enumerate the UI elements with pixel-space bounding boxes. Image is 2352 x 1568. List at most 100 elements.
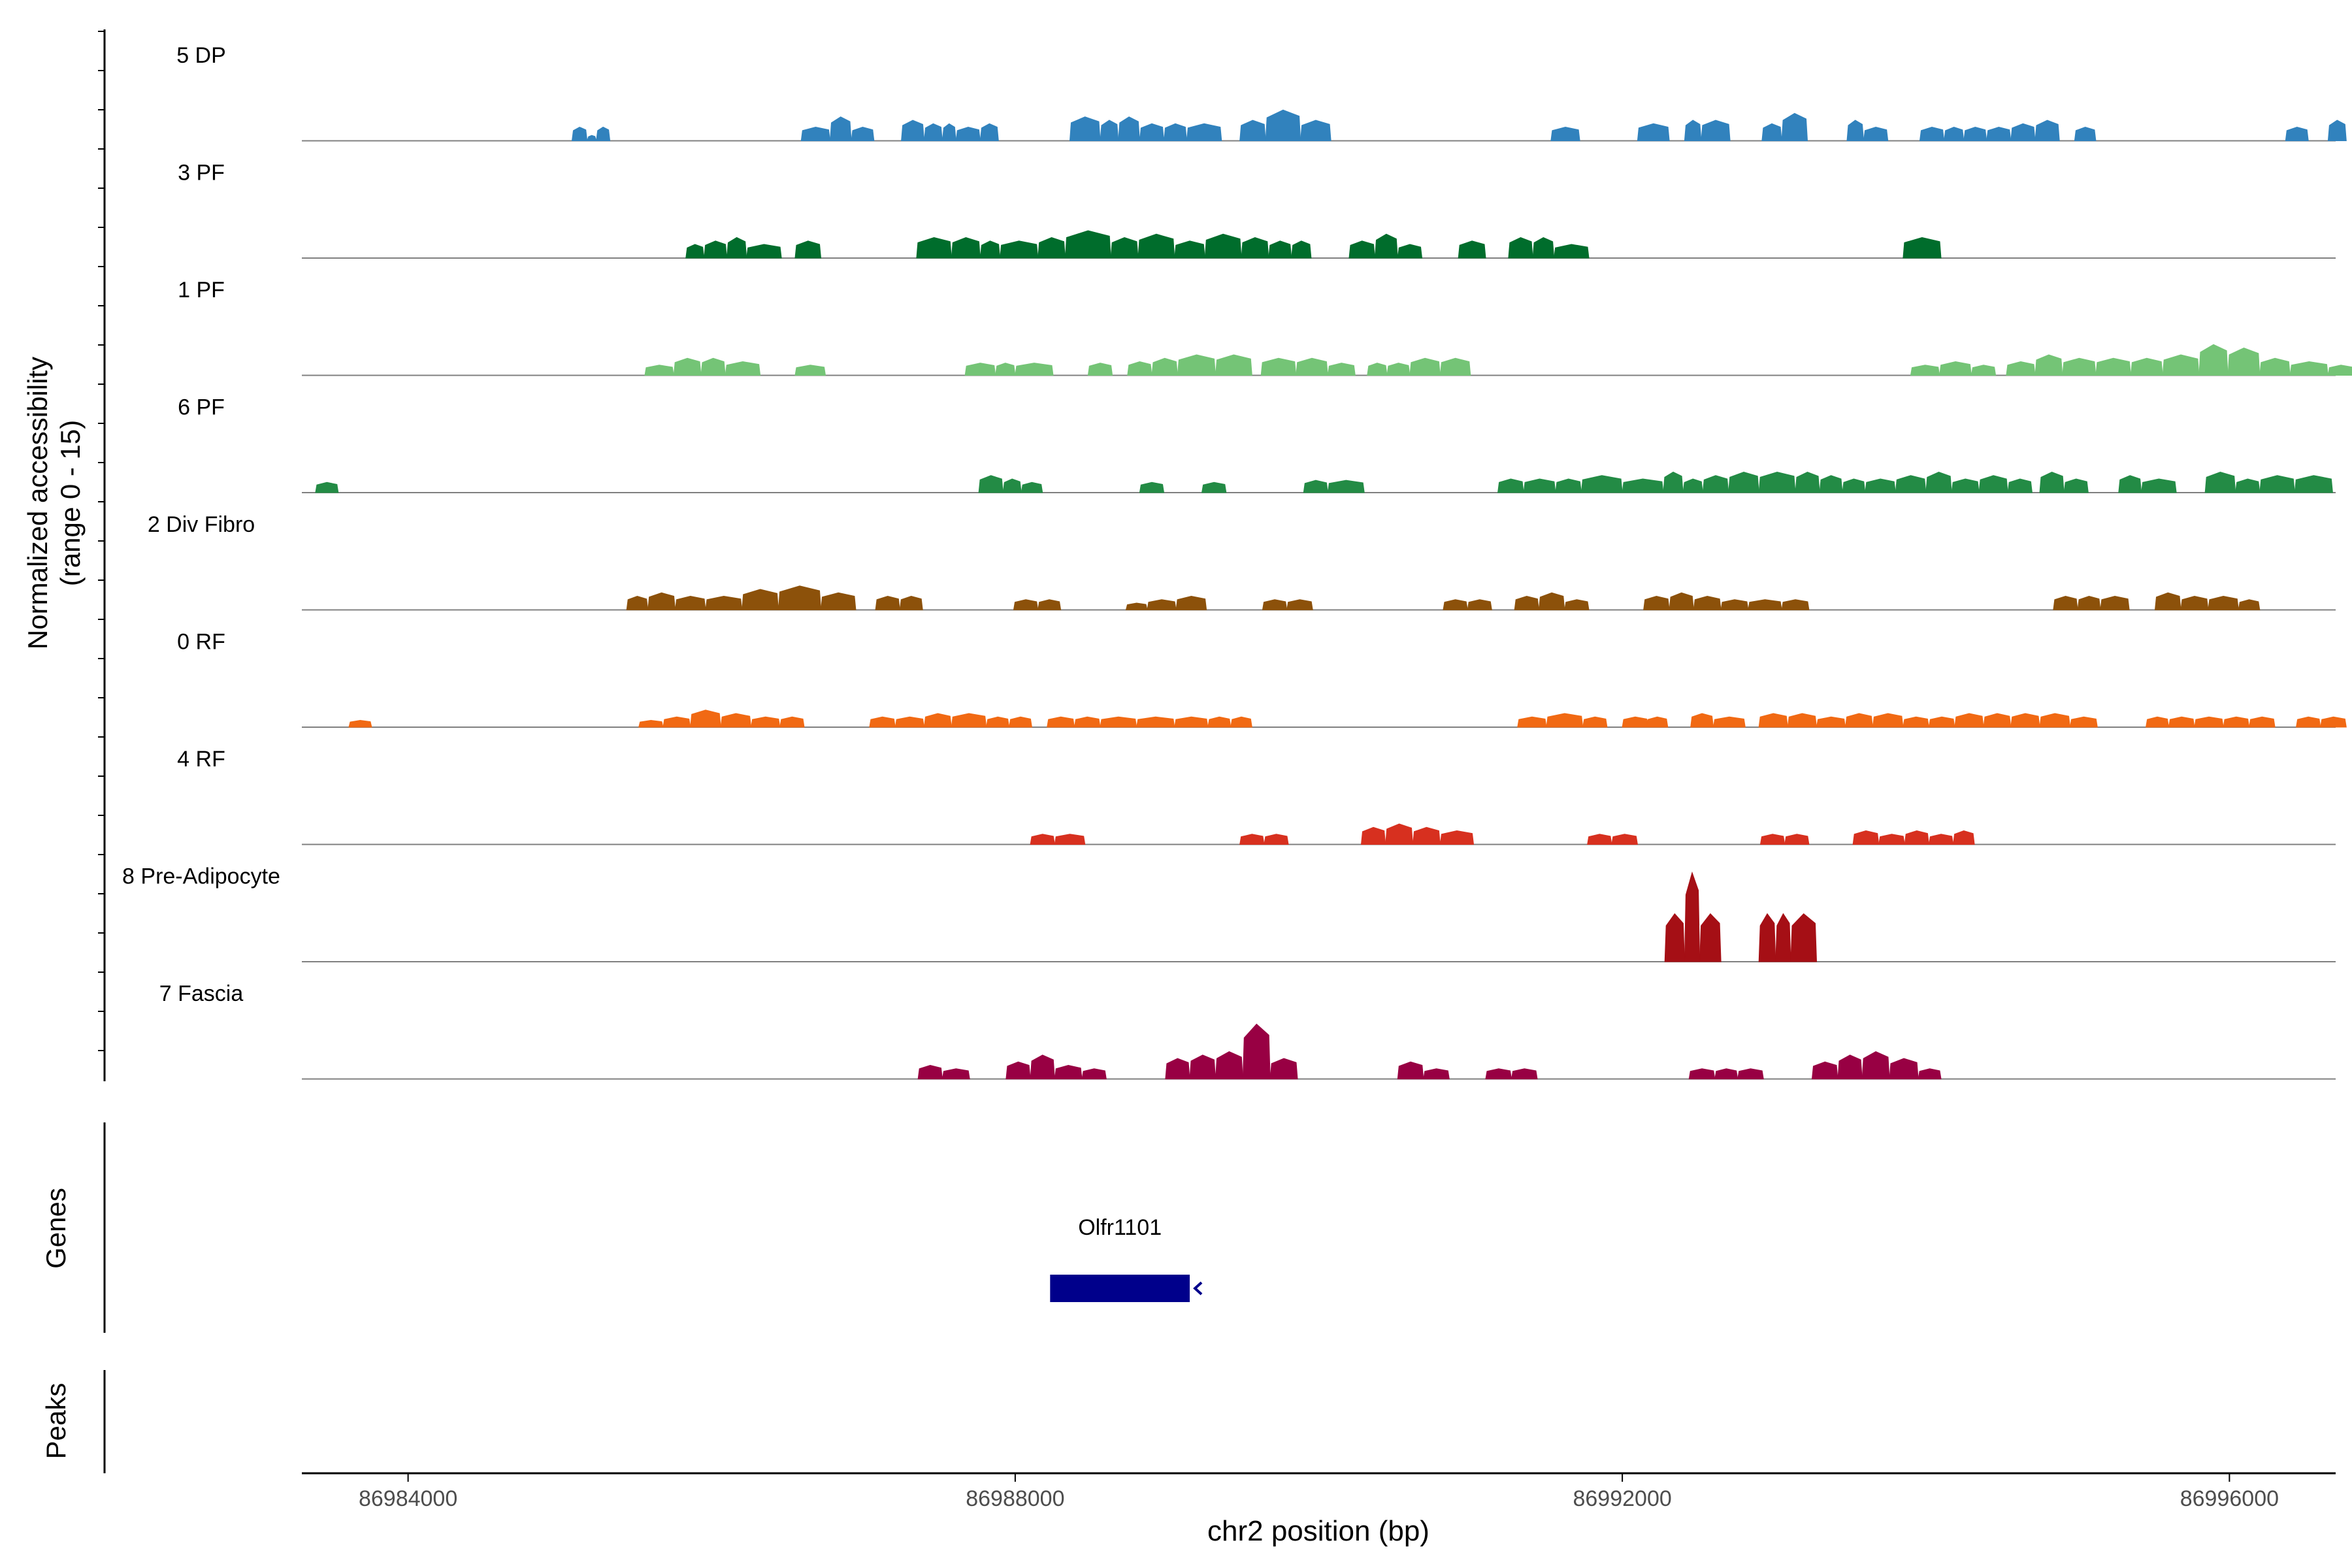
- coverage-peak-2-div-fibro: [1781, 599, 1810, 610]
- coverage-peak-1-pf: [2162, 354, 2200, 376]
- coverage-peak-0-rf: [1983, 713, 2012, 728]
- coverage-peak-5-dp: [1701, 120, 1731, 141]
- coverage-peak-1-pf: [2198, 344, 2229, 376]
- coverage-peak-7-fascia: [941, 1068, 970, 1079]
- coverage-peak-5-dp: [800, 126, 831, 141]
- coverage-peak-2-div-fibro: [2077, 595, 2101, 610]
- coverage-peak-1-pf: [644, 365, 674, 376]
- genes-track-label: Genes: [41, 1188, 71, 1269]
- coverage-peak-2-div-fibro: [742, 589, 779, 610]
- coverage-peak-6-pf: [978, 475, 1004, 493]
- coverage-peak-6-pf: [1978, 475, 2008, 493]
- coverage-peak-0-rf: [1207, 716, 1232, 728]
- coverage-peak-5-dp: [1963, 126, 1987, 141]
- coverage-peak-1-pf: [1939, 361, 1972, 376]
- coverage-peak-1-pf: [1910, 365, 1940, 376]
- coverage-peak-0-rf: [779, 716, 805, 728]
- coverage-peak-6-pf: [1622, 478, 1664, 493]
- track-label-4-rf: 4 RF: [177, 747, 225, 772]
- coverage-peak-4-rf: [1759, 834, 1786, 845]
- coverage-peak-3-pf: [916, 237, 952, 259]
- coverage-peak-5-dp: [979, 123, 999, 141]
- coverage-peak-1-pf: [2095, 357, 2131, 376]
- coverage-peak-7-fascia: [1030, 1054, 1055, 1079]
- coverage-peak-1-pf: [1386, 363, 1411, 376]
- coverage-peak-6-pf: [1795, 471, 1820, 493]
- coverage-peak-6-pf: [2118, 475, 2142, 493]
- coverage-peak-6-pf: [1682, 478, 1703, 493]
- coverage-peak-0-rf: [1845, 713, 1873, 728]
- coverage-peak-5-dp: [1781, 112, 1808, 141]
- coverage-peak-0-rf: [1787, 713, 1818, 728]
- coverage-peak-5-dp: [923, 123, 943, 141]
- coverage-peak-7-fascia: [1165, 1058, 1190, 1079]
- coverage-peak-2-div-fibro: [1125, 602, 1148, 610]
- coverage-peak-6-pf: [1663, 471, 1684, 493]
- coverage-peak-4-rf: [1611, 834, 1638, 845]
- coverage-peak-8-pre-adipocyte: [1790, 913, 1818, 962]
- track-label-8-pre-adipocyte: 8 Pre-Adipocyte: [122, 864, 280, 889]
- coverage-peak-0-rf: [2069, 716, 2098, 728]
- coverage-peak-1-pf: [2259, 357, 2291, 376]
- coverage-peak-0-rf: [1047, 716, 1075, 728]
- coverage-peak-7-fascia: [1918, 1068, 1942, 1079]
- coverage-peak-3-pf: [1268, 240, 1292, 259]
- coverage-peak-3-pf: [1374, 233, 1398, 259]
- coverage-peak-1-pf: [1439, 357, 1471, 376]
- coverage-peak-2-div-fibro: [705, 595, 743, 610]
- coverage-peak-0-rf: [1136, 716, 1175, 728]
- coverage-peak-0-rf: [2320, 716, 2347, 728]
- coverage-peak-5-dp: [829, 116, 852, 141]
- coverage-peak-0-rf: [2168, 716, 2195, 728]
- coverage-peak-6-pf: [1303, 480, 1328, 493]
- coverage-peak-0-rf: [1546, 713, 1584, 728]
- coverage-peak-7-fascia: [1811, 1061, 1838, 1079]
- coverage-peak-0-rf: [869, 716, 896, 728]
- coverage-peak-3-pf: [1458, 240, 1486, 259]
- coverage-peak-6-pf: [2063, 478, 2089, 493]
- coverage-peak-3-pf: [1291, 240, 1312, 259]
- coverage-peak-5-dp: [1986, 126, 2012, 141]
- coverage-peak-0-rf: [1174, 716, 1209, 728]
- coverage-peak-5-dp: [1919, 126, 1945, 141]
- coverage-peak-2-div-fibro: [1564, 599, 1590, 610]
- coverage-peak-6-pf: [1865, 478, 1896, 493]
- coverage-peak-3-pf: [1397, 244, 1423, 259]
- coverage-peak-7-fascia: [1005, 1061, 1031, 1079]
- coverage-peak-7-fascia: [1189, 1054, 1217, 1079]
- coverage-peak-0-rf: [1954, 713, 1984, 728]
- coverage-peak-2-div-fibro: [1175, 595, 1207, 610]
- gene-body: [1050, 1275, 1190, 1302]
- coverage-peak-5-dp: [1239, 120, 1266, 141]
- coverage-peak-0-rf: [1816, 716, 1846, 728]
- coverage-y-axis-ticks: [98, 31, 105, 1051]
- coverage-peak-7-fascia: [1714, 1068, 1739, 1079]
- coverage-peak-1-pf: [794, 365, 826, 376]
- coverage-peak-0-rf: [662, 716, 691, 728]
- coverage-peak-7-fascia: [1485, 1068, 1512, 1079]
- coverage-peak-2-div-fibro: [1538, 592, 1565, 610]
- track-label-6-pf: 6 PF: [178, 395, 225, 420]
- coverage-peak-7-fascia: [1242, 1023, 1271, 1079]
- coverage-peak-0-rf: [2039, 713, 2071, 728]
- coverage-peak-2-div-fibro: [2238, 599, 2261, 610]
- coverage-peak-3-pf: [1903, 237, 1942, 259]
- coverage-peak-5-dp: [596, 126, 611, 141]
- coverage-peak-4-rf: [1412, 826, 1441, 845]
- coverage-peak-2-div-fibro: [2154, 592, 2181, 610]
- coverage-peak-7-fascia: [1889, 1058, 1919, 1079]
- coverage-peak-4-rf: [1360, 826, 1386, 845]
- coverage-peak-5-dp: [1761, 123, 1782, 141]
- coverage-peak-5-dp: [2010, 123, 2036, 141]
- coverage-peak-7-fascia: [1215, 1051, 1243, 1079]
- coverage-peak-6-pf: [1951, 478, 1980, 493]
- coverage-peak-5-dp: [1163, 123, 1187, 141]
- gene-strand-arrow: [1193, 1281, 1203, 1296]
- coverage-peak-6-pf: [1702, 475, 1729, 493]
- coverage-peak-1-pf: [700, 357, 726, 376]
- x-axis-tick-label: 86996000: [2180, 1486, 2279, 1511]
- coverage-peak-6-pf: [1497, 478, 1524, 493]
- coverage-peak-3-pf: [1508, 237, 1533, 259]
- coverage-peak-4-rf: [1264, 834, 1289, 845]
- coverage-peak-4-rf: [1239, 834, 1265, 845]
